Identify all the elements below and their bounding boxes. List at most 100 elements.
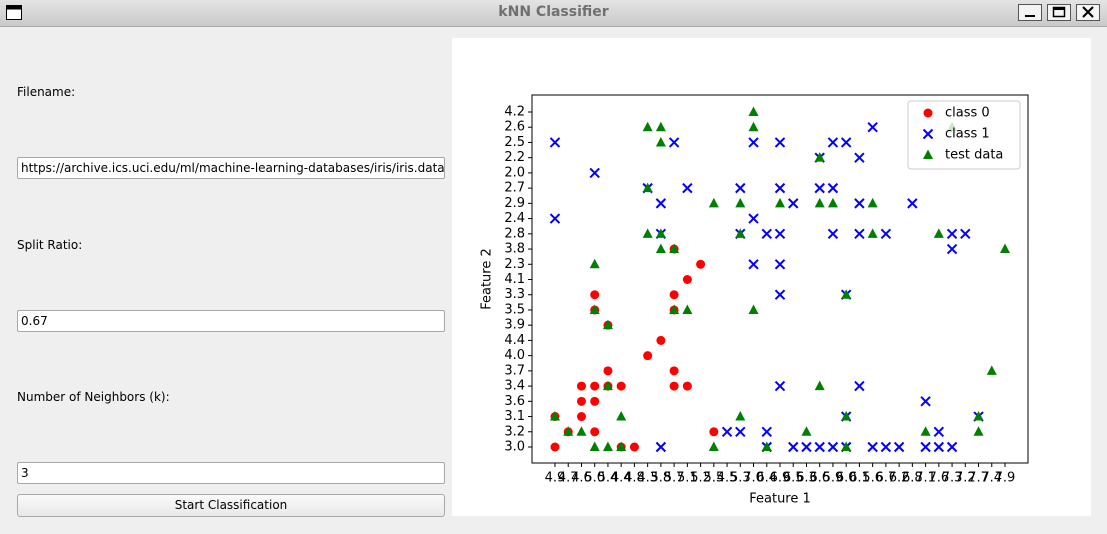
y-tick-label: 2.9 [504,196,525,211]
y-tick-label: 2.8 [504,226,525,241]
scatter-point [682,275,692,284]
scatter-point [748,106,759,116]
scatter-point [682,304,693,314]
scatter-point [563,426,574,436]
scatter-point [841,441,852,451]
scatter-point [867,228,878,238]
scatter-point [827,441,839,453]
scatter-point [549,213,561,224]
scatter-point [669,304,680,314]
x-tick-label: 7.7 [968,471,989,486]
scatter-point [748,259,759,270]
scatter-point [761,228,772,240]
x-tick-label: 6.8 [902,471,923,486]
scatter-point [814,197,825,208]
scatter-point [814,152,825,162]
scatter-point [827,197,838,208]
scatter-point [748,304,759,314]
title-bar: kNN Classifier [0,0,1107,27]
scatter-point [933,426,945,437]
scatter-point [960,228,971,240]
k-input[interactable]: 3 [17,462,445,484]
scatter-point [774,289,786,300]
scatter-point [655,228,666,238]
scatter-point [735,182,746,194]
x-tick-label: 4.5 [717,471,738,486]
scatter-point [973,426,984,436]
scatter-point [814,380,825,391]
x-tick-label: 7.6 [928,471,949,486]
scatter-point [735,228,746,238]
y-tick-label: 3.3 [504,287,525,302]
scatter-point [655,121,666,132]
scatter-point [748,121,759,132]
scatter-point [801,426,812,436]
scatter-point [854,228,865,240]
maximize-button[interactable] [1047,4,1071,21]
y-tick-label: 3.6 [504,394,525,409]
filename-label: Filename: [17,85,76,99]
x-tick-label: 5.0 [584,471,605,486]
x-tick-label: 5.1 [677,471,698,486]
scatter-point [589,167,600,179]
x-axis-label: Feature 1 [749,492,811,507]
y-tick-label: 2.0 [504,165,525,180]
legend-label: class 1 [945,127,990,142]
scatter-point [774,228,786,240]
y-tick-label: 4.1 [504,272,525,287]
scatter-point [920,396,931,407]
scatter-point [655,136,666,147]
legend-label: test data [945,148,1003,163]
y-tick-label: 2.6 [504,120,525,135]
scatter-point [933,441,945,453]
scatter-point [669,381,679,391]
x-tick-label: 6.1 [849,471,870,486]
x-tick-label: 7.2 [955,471,976,486]
y-tick-label: 3.4 [504,379,525,394]
scatter-point [920,426,931,436]
scatter-point [854,198,865,209]
scatter-point [602,441,613,451]
x-tick-label: 6.3 [796,471,817,486]
scatter-point [814,441,825,453]
close-button[interactable] [1076,4,1100,21]
scatter-point [893,441,905,453]
scatter-point [589,304,600,314]
x-tick-label: 4.7 [558,471,579,486]
split-label: Split Ratio: [17,238,83,252]
scatter-point [590,427,600,437]
scatter-point [946,243,958,255]
scatter-point [774,182,786,194]
x-tick-label: 4.3 [637,471,658,486]
scatter-point [814,182,825,194]
y-tick-label: 2.3 [504,257,525,272]
scatter-point [629,442,639,452]
scatter-point [933,228,944,238]
y-tick-label: 2.5 [504,135,525,150]
window-title: kNN Classifier [498,4,609,20]
split-input[interactable]: 0.67 [17,310,445,332]
x-tick-label: 5.2 [690,471,711,486]
minimize-button[interactable] [1018,4,1042,21]
scatter-point [602,319,613,330]
scatter-point [774,380,786,392]
scatter-point [642,182,653,193]
scatter-point [576,381,586,391]
scatter-point [801,441,812,453]
y-tick-label: 3.1 [504,409,525,424]
scatter-point [867,122,878,133]
filename-input[interactable]: https://archive.ics.uci.edu/ml/machine-l… [17,157,445,179]
scatter-point [549,137,561,148]
scatter-point [550,411,560,421]
scatter-point [709,427,719,437]
scatter-point [656,335,666,345]
y-tick-label: 4.4 [504,333,525,348]
x-tick-label: 6.9 [770,471,791,486]
legend-marker [923,108,933,118]
scatter-point [603,366,613,376]
x-tick-label: 6.0 [836,471,857,486]
scatter-point [867,441,878,453]
start-button[interactable]: Start Classification [17,494,445,517]
scatter-point [827,182,839,194]
